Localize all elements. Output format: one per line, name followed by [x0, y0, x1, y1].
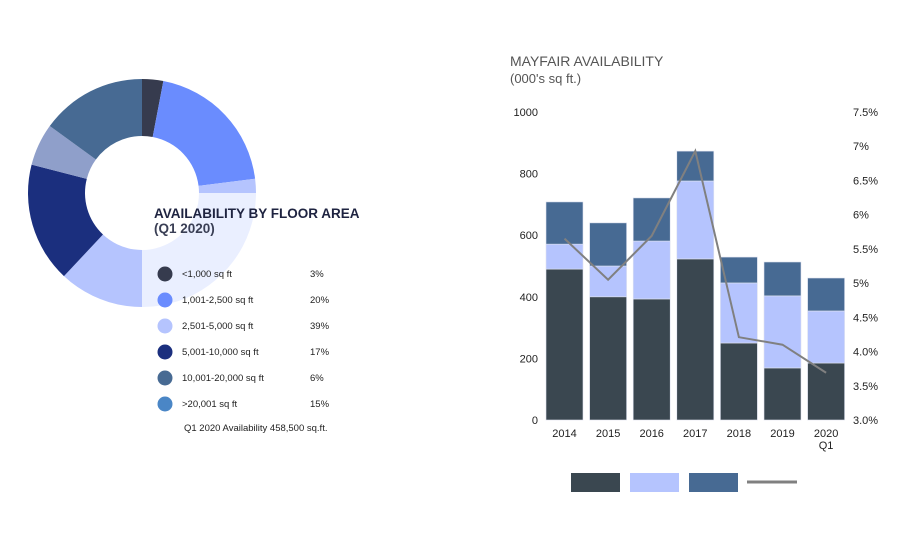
rate-line [563, 148, 827, 374]
legend-label: 2,501-5,000 sq ft [182, 321, 254, 332]
bar-segment [720, 342, 758, 421]
bar-segment [632, 240, 671, 300]
bar-segment [589, 265, 627, 298]
y-tick-label: 800 [520, 169, 538, 181]
y-tick-label: 1000 [514, 107, 538, 119]
y-tick-label: 600 [520, 230, 538, 242]
donut-slice [31, 125, 96, 179]
bar-segment [763, 367, 802, 421]
legend-panel [142, 193, 258, 309]
donut-subtitle: (Q1 2020) [154, 221, 215, 236]
bar-segment [720, 256, 758, 284]
y2-tick-label: 4.5% [853, 312, 878, 324]
legend-swatch [689, 473, 738, 492]
legend-label: 1,001-2,500 sq ft [182, 295, 254, 306]
y2-tick-label: 5.5% [853, 244, 878, 256]
legend-label: 5,001-10,000 sq ft [182, 347, 259, 358]
y2-tick-label: 6% [853, 210, 869, 222]
bar-segment [763, 295, 802, 369]
legend-label: 10,001-20,000 sq ft [182, 373, 264, 384]
legend-value: 3% [310, 269, 324, 280]
legend-value: 20% [310, 295, 330, 306]
legend-value: 15% [310, 399, 330, 410]
legend-value: 6% [310, 373, 324, 384]
donut-slice [28, 164, 103, 277]
bar-segment [589, 222, 627, 267]
legend-swatch [157, 292, 173, 308]
legend-swatch [630, 473, 679, 492]
y2-tick-label: 3.5% [853, 381, 878, 393]
bar-segment [632, 298, 671, 421]
donut-title: AVAILABILITY BY FLOOR AREA [154, 206, 360, 221]
legend-swatch [157, 396, 173, 412]
legend-swatch [157, 266, 173, 282]
y2-tick-label: 4.0% [853, 347, 878, 359]
bar-segment [589, 296, 627, 421]
x-tick-label: 2017 [683, 428, 707, 440]
x-tick-label: 2014 [552, 428, 576, 440]
bar-segment [763, 261, 802, 297]
x-tick-label: 2015 [596, 428, 620, 440]
y2-tick-label: 6.5% [853, 175, 878, 187]
bar-segment [676, 180, 715, 260]
legend-swatch [157, 318, 173, 334]
legend-value: 17% [310, 347, 330, 358]
bar-segment [545, 268, 584, 421]
legend-label: <1,000 sq ft [182, 269, 232, 280]
donut-slice [142, 79, 164, 138]
legend-swatch [157, 370, 173, 386]
bar-segment [676, 258, 715, 421]
bar-segment [807, 362, 845, 421]
chart-subtitle: (000's sq ft.) [510, 71, 581, 86]
bar-segment [807, 310, 845, 364]
y2-tick-label: 3.0% [853, 415, 878, 427]
y-tick-label: 200 [520, 353, 538, 365]
legend-label: >20,001 sq ft [182, 399, 238, 410]
x-tick-label: 2020 Q1 [814, 428, 838, 452]
legend-swatch [571, 473, 620, 492]
availability-note: Q1 2020 Availability 458,500 sq.ft. [184, 423, 327, 434]
y2-tick-label: 7.5% [853, 107, 878, 119]
legend-swatch [157, 344, 173, 360]
x-tick-label: 2019 [770, 428, 794, 440]
bar-segment [807, 277, 845, 312]
y-tick-label: 400 [520, 292, 538, 304]
donut-slice [49, 79, 142, 160]
x-tick-label: 2016 [639, 428, 663, 440]
chart-title: MAYFAIR AVAILABILITY [510, 53, 664, 69]
x-tick-label: 2018 [727, 428, 751, 440]
bar-segment [545, 201, 584, 245]
y-tick-label: 0 [532, 415, 538, 427]
y2-tick-label: 7% [853, 141, 869, 153]
donut-slice [152, 81, 256, 186]
bar-segment [545, 243, 584, 270]
y2-tick-label: 5% [853, 278, 869, 290]
legend-value: 39% [310, 321, 330, 332]
